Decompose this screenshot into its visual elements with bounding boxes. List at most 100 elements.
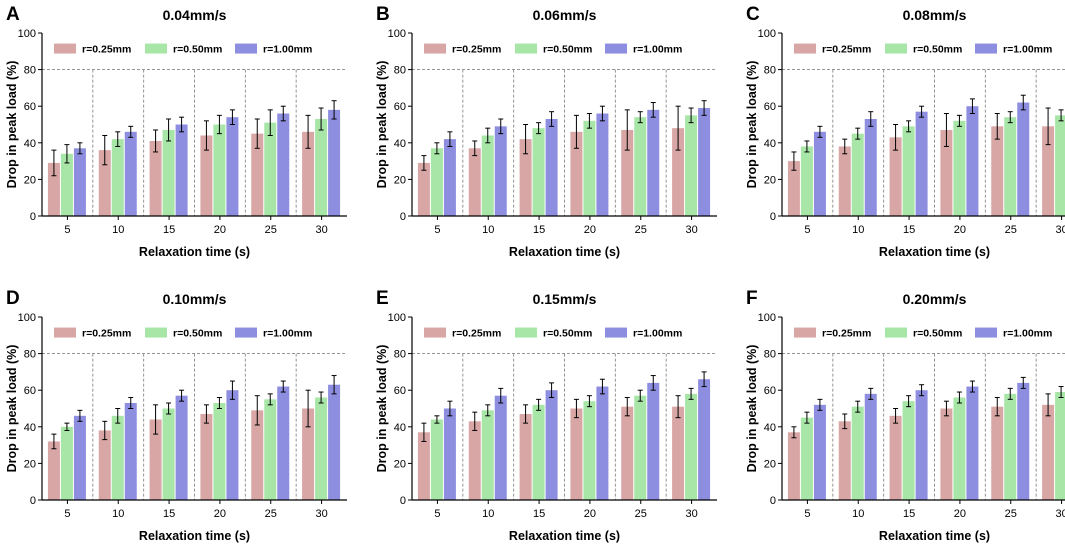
bar [813, 131, 826, 216]
legend-swatch [515, 43, 537, 54]
bar [162, 408, 175, 500]
bar [634, 395, 647, 500]
x-tick-label: 30 [315, 508, 327, 520]
bar [277, 113, 290, 216]
bar [838, 421, 851, 500]
panel-letter: C [746, 4, 760, 25]
legend-swatch [145, 43, 167, 54]
legend-label: r=0.50mm [913, 328, 962, 340]
bar [328, 384, 341, 500]
bar [417, 162, 430, 216]
y-tick-label: 20 [764, 458, 776, 470]
y-tick-label: 40 [24, 422, 36, 434]
bar [583, 401, 596, 500]
x-tick-label: 10 [482, 508, 494, 520]
bar [47, 162, 60, 216]
x-tick-label: 5 [64, 224, 70, 236]
x-tick-label: 10 [482, 224, 494, 236]
y-tick-label: 60 [24, 101, 36, 113]
bar [443, 139, 456, 216]
x-tick-label: 25 [265, 224, 277, 236]
bar [800, 417, 813, 500]
y-tick-label: 0 [30, 211, 36, 223]
chart-panel-c: C 0.08mm/s 0 20 40 60 80 100 5 10 15 20 25 30 Relaxati… [745, 4, 1065, 259]
panel-letter: A [6, 4, 20, 25]
bar [787, 161, 800, 216]
bar [902, 126, 915, 216]
y-axis-label: Drop in peak load (%) [5, 61, 19, 189]
bar [813, 404, 826, 500]
legend-label: r=0.25mm [82, 328, 131, 340]
x-tick-label: 20 [214, 224, 226, 236]
legend-swatch [235, 327, 257, 338]
bar [175, 395, 188, 500]
legend-label: r=0.50mm [913, 44, 962, 56]
legend-label: r=1.00mm [263, 328, 312, 340]
legend-label: r=1.00mm [633, 328, 682, 340]
bar [621, 129, 634, 216]
legend-swatch [794, 327, 816, 338]
bar [991, 126, 1004, 216]
bar [1017, 382, 1030, 500]
bar [73, 415, 86, 500]
bar [1042, 126, 1055, 216]
bar [698, 379, 711, 500]
x-tick-label: 25 [635, 508, 647, 520]
bar [519, 139, 532, 216]
bar [302, 408, 315, 500]
x-tick-label: 25 [1005, 508, 1017, 520]
bar [570, 408, 583, 500]
bar [264, 399, 277, 500]
x-axis-label: Relaxation time (s) [139, 529, 250, 543]
bar [532, 128, 545, 216]
bar [124, 131, 137, 216]
bar [251, 410, 264, 500]
chart-title: 0.20mm/s [903, 291, 967, 307]
bar [1042, 404, 1055, 500]
legend-swatch [515, 327, 537, 338]
y-axis-label: Drop in peak load (%) [5, 345, 19, 473]
x-tick-label: 20 [954, 508, 966, 520]
y-tick-label: 60 [764, 385, 776, 397]
y-tick-label: 0 [400, 211, 406, 223]
bar [966, 386, 979, 500]
y-tick-label: 0 [770, 495, 776, 507]
panel-letter: B [376, 4, 390, 25]
legend-label: r=1.00mm [263, 44, 312, 56]
x-tick-label: 5 [64, 508, 70, 520]
y-tick-label: 80 [394, 349, 406, 361]
y-tick-label: 40 [394, 138, 406, 150]
bar [60, 153, 73, 216]
legend-label: r=0.50mm [543, 328, 592, 340]
y-tick-label: 100 [18, 312, 36, 324]
bar [596, 386, 609, 500]
x-tick-label: 20 [214, 508, 226, 520]
x-tick-label: 15 [903, 224, 915, 236]
x-tick-label: 30 [1055, 508, 1065, 520]
y-tick-label: 100 [18, 28, 36, 40]
bar [73, 148, 86, 216]
chart-panel-f: F 0.20mm/s 0 20 40 60 80 100 5 10 15 20 25 30 Relaxati… [745, 288, 1065, 543]
legend-swatch [54, 327, 76, 338]
x-tick-label: 30 [315, 224, 327, 236]
bar [60, 426, 73, 500]
y-tick-label: 0 [770, 211, 776, 223]
bar [47, 441, 60, 500]
x-tick-label: 5 [804, 224, 810, 236]
legend-label: r=0.25mm [452, 328, 501, 340]
x-tick-label: 10 [112, 508, 124, 520]
x-axis-label: Relaxation time (s) [509, 529, 620, 543]
legend-label: r=1.00mm [633, 44, 682, 56]
y-tick-label: 60 [394, 101, 406, 113]
y-axis-label: Drop in peak load (%) [375, 61, 389, 189]
y-tick-label: 20 [24, 458, 36, 470]
legend-label: r=0.25mm [82, 44, 131, 56]
y-tick-label: 60 [764, 101, 776, 113]
x-tick-label: 10 [112, 224, 124, 236]
bar [672, 128, 685, 216]
legend-label: r=0.25mm [822, 328, 871, 340]
x-axis-label: Relaxation time (s) [139, 245, 250, 259]
x-tick-label: 15 [163, 224, 175, 236]
y-tick-label: 40 [24, 138, 36, 150]
